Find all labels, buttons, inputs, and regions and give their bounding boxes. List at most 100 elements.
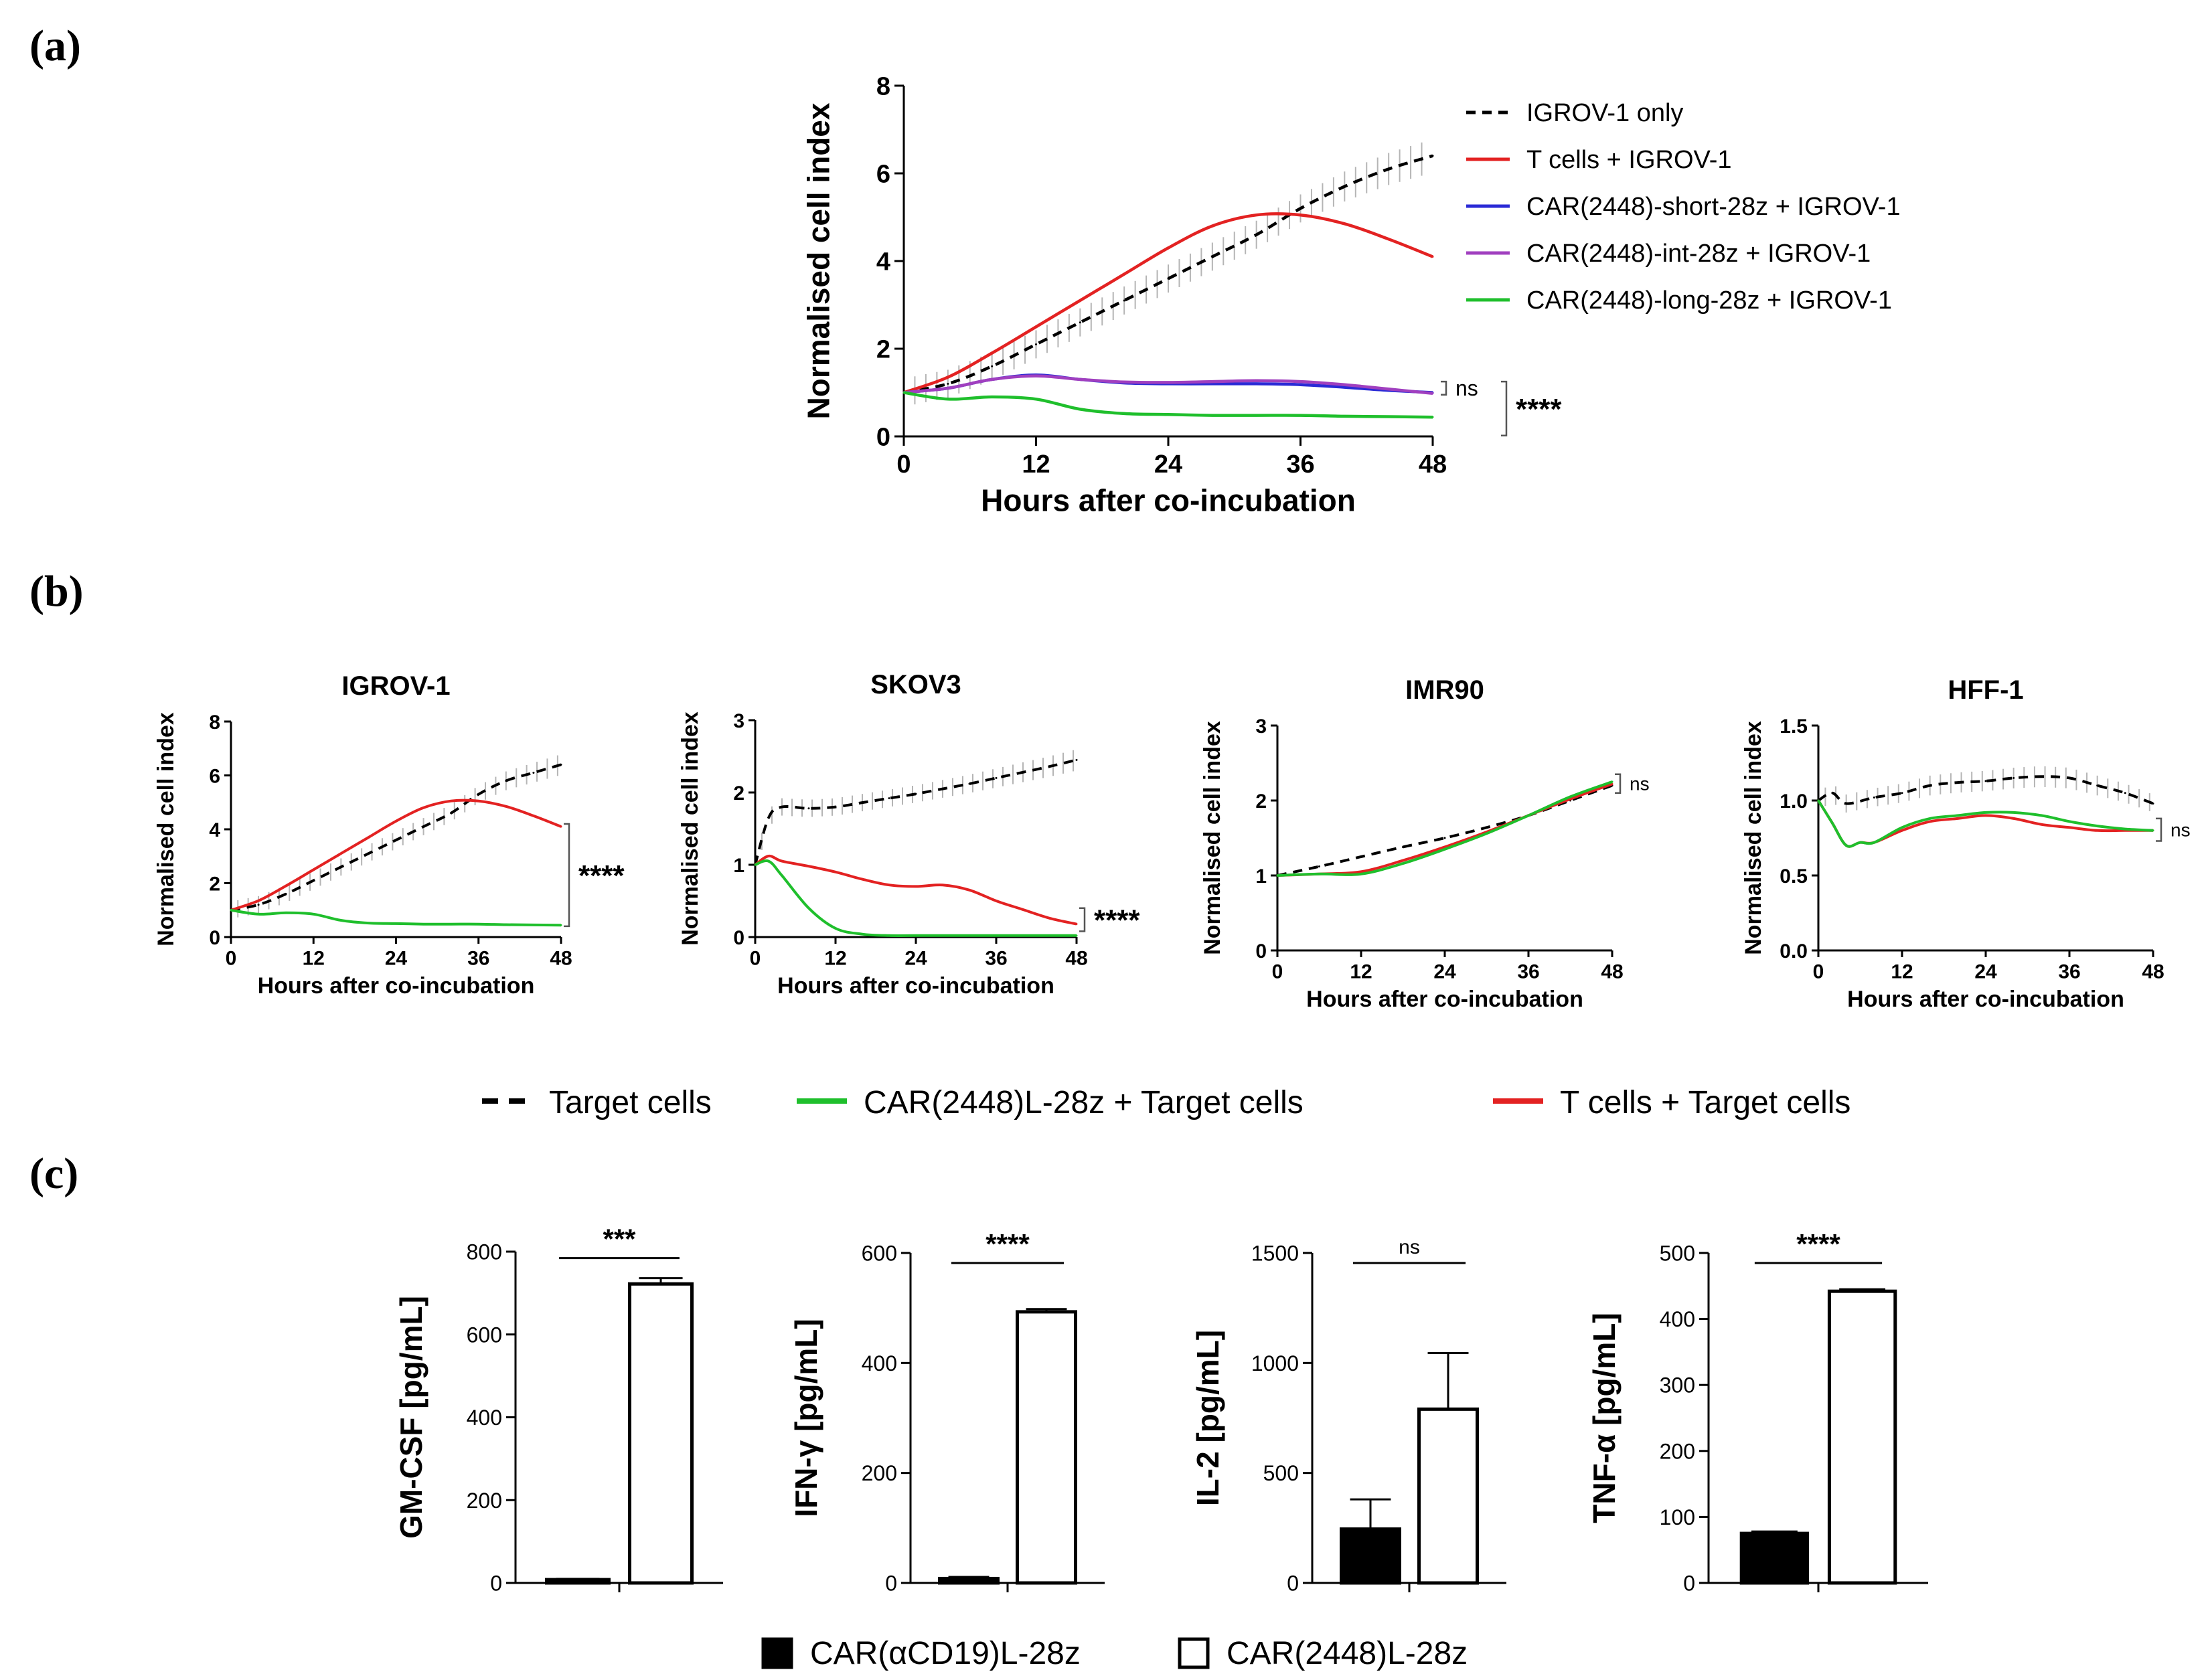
data-point	[968, 782, 971, 785]
data-point	[1901, 829, 1903, 832]
data-point	[367, 852, 370, 855]
y-tick-label: 1	[1255, 865, 1267, 888]
data-point	[2068, 826, 2071, 829]
data-point	[1211, 380, 1214, 383]
data-point	[1929, 784, 1931, 787]
y-tick-label: 100	[1660, 1505, 1695, 1529]
data-point	[1901, 826, 1903, 829]
data-point	[861, 801, 864, 804]
data-point	[2124, 792, 2126, 794]
data-point	[1431, 155, 1434, 157]
data-point	[1431, 255, 1434, 258]
data-point	[941, 788, 944, 790]
panel-label-c: (c)	[29, 1149, 78, 1198]
legend-label: CAR(2448)L-28z + Target cells	[864, 1085, 1304, 1120]
chart-title: IMR90	[1405, 675, 1484, 705]
data-point	[861, 878, 864, 881]
data-point	[767, 855, 770, 857]
data-point	[422, 807, 425, 809]
data-point	[1048, 765, 1051, 768]
y-axis-label: IFN-γ [pg/mL]	[789, 1319, 823, 1517]
x-tick-label: 24	[385, 948, 408, 970]
data-point	[991, 365, 994, 367]
data-point	[941, 884, 944, 886]
data-point	[1075, 934, 1078, 937]
y-tick-label: 2	[733, 782, 744, 805]
bar-cd19	[1340, 1527, 1401, 1585]
data-point	[2013, 811, 2015, 814]
data-point	[2124, 828, 2126, 831]
series-line	[1277, 780, 1613, 877]
data-point	[395, 922, 397, 925]
data-point	[422, 825, 425, 828]
series-line	[754, 854, 1077, 926]
data-point	[1387, 167, 1390, 170]
x-tick-label: 24	[1974, 961, 1997, 983]
y-tick-label: 0	[209, 927, 220, 949]
y-tick-label: 1.0	[1780, 790, 1808, 813]
y-tick-label: 600	[862, 1242, 897, 1266]
data-point	[367, 922, 370, 924]
data-point	[1211, 414, 1214, 417]
x-axis-label: Hours after co-incubation	[981, 483, 1356, 517]
data-point	[1984, 814, 1987, 817]
y-tick-label: 4	[209, 819, 220, 841]
data-point	[1360, 855, 1362, 858]
series-line	[230, 799, 562, 912]
significance-stars-label: ****	[1516, 393, 1562, 426]
data-point	[450, 923, 453, 926]
data-point	[888, 797, 890, 800]
data-point	[422, 923, 425, 926]
significance-label: ****	[1094, 904, 1140, 936]
data-point	[1984, 780, 1987, 782]
data-point	[1299, 380, 1302, 383]
data-point	[1402, 845, 1404, 848]
data-point	[1079, 299, 1081, 302]
chart-c-tnfa: 0 100 200 300 400 500 TNF-α [pg/mL] ****	[1587, 1228, 1928, 1596]
bar-cd19	[545, 1578, 611, 1585]
data-point	[1343, 222, 1346, 225]
chart-b-hff1: 0.0 0.5 1.0 1.5 0 12 24 36 48 Hours after co-incu…	[1741, 675, 2191, 1012]
data-point	[1901, 792, 1903, 794]
data-point	[1443, 848, 1446, 851]
y-tick-label: 8	[209, 711, 220, 734]
legend-swatch	[761, 1637, 793, 1669]
x-tick-label: 36	[985, 948, 1007, 970]
y-tick-label: 0	[885, 1572, 897, 1596]
x-tick-label: 12	[824, 948, 846, 970]
data-point	[861, 933, 864, 936]
data-point	[1817, 799, 1820, 802]
data-point	[2096, 829, 2099, 832]
x-tick-label: 36	[467, 948, 489, 970]
bar-2448	[628, 1282, 694, 1585]
data-point	[941, 934, 944, 937]
data-point	[834, 871, 837, 873]
legend-a: IGROV-1 only T cells + IGROV-1 CAR(2448)-s…	[1466, 99, 1901, 315]
data-point	[781, 806, 783, 809]
x-tick-label: 24	[1433, 961, 1456, 983]
y-tick-label: 500	[1263, 1461, 1299, 1485]
x-tick-label: 48	[550, 948, 572, 970]
data-point	[560, 825, 562, 828]
legend-c: CAR(αCD19)L-28z CAR(2448)L-28z	[761, 1636, 1468, 1671]
data-point	[968, 889, 971, 892]
significance-stars-bracket	[1501, 380, 1508, 436]
data-point	[1318, 873, 1320, 875]
chart-c-gmcsf: 0 200 400 600 800 GM-CSF [pg/mL] ***	[394, 1224, 723, 1596]
bar-2448	[1827, 1289, 1897, 1585]
data-point	[257, 904, 260, 906]
legend-label: Target cells	[549, 1085, 712, 1120]
y-tick-label: 0	[733, 927, 744, 949]
series-line	[1817, 799, 2153, 848]
data-point	[532, 815, 535, 817]
y-axis-label: TNF-α [pg/mL]	[1587, 1313, 1622, 1523]
data-point	[991, 378, 994, 381]
data-point	[1360, 873, 1362, 875]
data-point	[2068, 820, 2071, 823]
data-point	[532, 924, 535, 926]
significance-label: ****	[985, 1228, 1030, 1260]
data-point	[995, 776, 998, 779]
significance-label: ns	[1399, 1236, 1420, 1258]
